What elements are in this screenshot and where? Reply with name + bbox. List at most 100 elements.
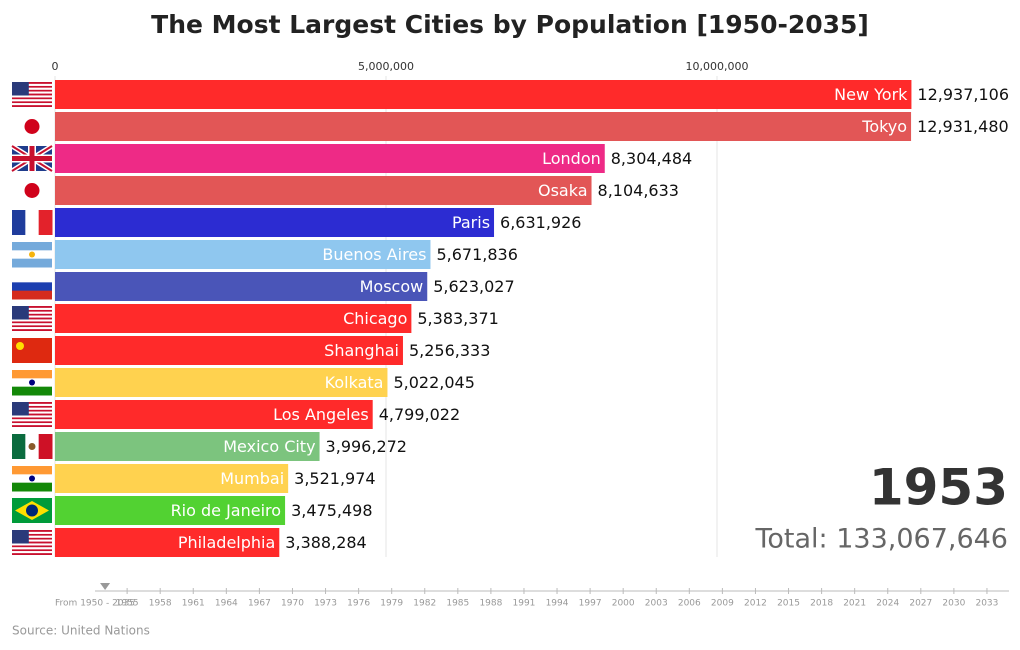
bar [55,368,388,397]
bar-label: Shanghai [324,341,399,360]
flag-stripe [12,425,52,427]
flag-stripe [12,89,52,92]
bar [55,272,428,301]
bar [55,432,320,461]
flag-canton [12,402,29,416]
bar-label: Moscow [360,277,424,296]
flag-star [16,342,24,350]
bar-label: Tokyo [861,117,907,136]
value-label: 6,631,926 [500,213,581,232]
timeline-tick-label: 1970 [281,599,304,609]
timeline-tick-label: 2003 [645,599,668,609]
flag-emblem [29,379,35,386]
flag [12,498,52,523]
flag-band [12,386,52,396]
value-label: 5,383,371 [417,309,498,328]
bar-label: Osaka [538,181,588,200]
flag-stripe [12,315,52,318]
flag-stripe [12,325,52,328]
bar-label: Mumbai [220,469,284,488]
timeline-tick-label: 1967 [248,599,271,609]
flag-stripe [12,85,52,88]
bar [55,240,431,269]
flag-stripe [12,95,52,98]
total-label: Total: 133,067,646 [754,524,1008,555]
value-label: 12,937,106 [917,85,1009,104]
flag-emblem [29,475,35,482]
flag-stripe [12,549,52,552]
flag [12,370,52,396]
flag-stripe [12,103,52,106]
timeline-tick-label: 1955 [116,599,139,609]
source: Source: United Nations [12,624,150,638]
flag [12,274,52,300]
x-tick-label: 10,000,000 [686,60,749,73]
flag [12,434,53,459]
value-label: 3,475,498 [291,501,372,520]
value-label: 5,671,836 [436,245,517,264]
value-label: 3,521,974 [294,469,375,488]
timeline-tick-label: 2021 [843,599,866,609]
flag-stripe [12,93,52,96]
flag-stripe [12,311,52,314]
bar [55,80,912,109]
timeline-tick-label: 1964 [215,599,238,609]
flag-band [38,434,53,459]
timeline-tick-label: 2018 [810,599,833,609]
timeline-tick-label: 1985 [446,599,469,609]
timeline-label: From 1950 - 2035 [55,599,135,609]
flag-stripe [12,415,52,418]
flag [12,210,53,235]
flag-stripe [12,313,52,316]
timeline-marker [100,583,111,590]
flag-canton [12,82,29,96]
timeline-tick-label: 1961 [182,599,205,609]
bar-label: Buenos Aires [322,245,426,264]
bar-label: Kolkata [325,373,384,392]
flag-band [12,242,52,251]
flag-stripe [12,551,52,554]
flag-stripe [12,421,52,424]
bar [55,208,495,237]
bar-label: Paris [452,213,490,232]
bar-label: New York [834,85,908,104]
flag-band [25,210,40,235]
flag-emblem [28,443,36,450]
flag-stripe [12,553,52,555]
flag-stripe [12,403,52,406]
flag-stripe [12,407,52,410]
timeline-tick-label: 2024 [876,599,899,609]
timeline-tick-label: 1982 [413,599,436,609]
value-label: 8,104,633 [598,181,679,200]
timeline-tick-label: 1994 [546,599,569,609]
flag-stripe [12,307,52,310]
bar [55,400,373,429]
flag-stripe [12,317,52,320]
flag-stripe [12,309,52,312]
flag [12,530,52,555]
chart-title: The Most Largest Cities by Population [1… [151,10,869,39]
timeline-tick-label: 2027 [909,599,932,609]
value-label: 3,388,284 [285,533,366,552]
flag-band [12,482,52,492]
flag-canton [12,530,29,544]
flag-stripe [12,411,52,414]
flag-globe [26,504,38,517]
flag-field [12,338,52,363]
timeline-tick-label: 1991 [513,599,536,609]
x-tick-label: 5,000,000 [358,60,414,73]
flag [12,306,52,331]
flag-band [38,210,53,235]
flag-stripe [12,97,52,100]
flag-emblem [29,251,35,258]
bar [55,464,289,493]
timeline-tick-label: 1958 [149,599,172,609]
flag-stripe [12,306,52,308]
bar-label: Los Angeles [273,405,369,424]
flag-stripe [12,99,52,102]
timeline-tick-label: 2000 [612,599,635,609]
flag-stripe [12,321,52,324]
timeline-tick-label: 2030 [942,599,965,609]
timeline-tick-label: 1973 [314,599,337,609]
